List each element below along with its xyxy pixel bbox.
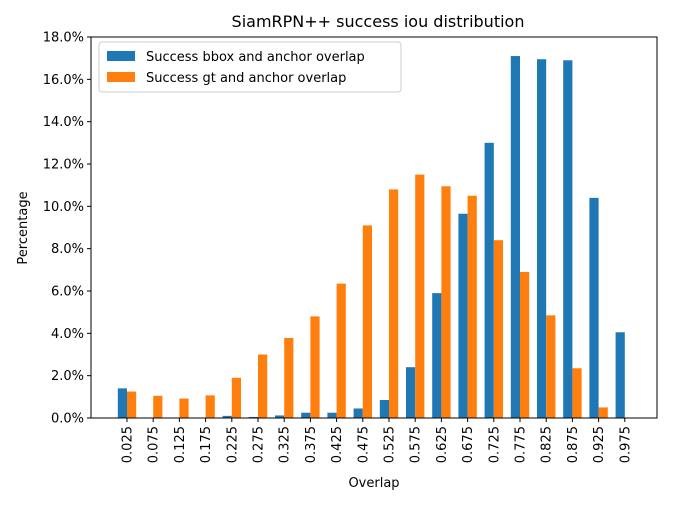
bar-series2-0.925 bbox=[598, 407, 608, 418]
bar-series2-0.325 bbox=[284, 337, 294, 418]
bar-series2-0.425 bbox=[336, 283, 346, 418]
x-tick-label: 0.225 bbox=[225, 426, 240, 463]
bar-series2-0.175 bbox=[205, 395, 215, 418]
legend-swatch-bbox bbox=[107, 51, 135, 61]
y-axis-label: Percentage bbox=[16, 191, 31, 264]
x-tick-label: 0.725 bbox=[487, 426, 502, 463]
bar-series2-0.825 bbox=[546, 315, 556, 418]
x-tick-label: 0.925 bbox=[592, 426, 607, 463]
x-tick-label: 0.875 bbox=[566, 426, 581, 463]
legend-swatch-gt bbox=[107, 72, 135, 82]
x-tick-label: 0.425 bbox=[330, 426, 345, 463]
x-axis-label: Overlap bbox=[348, 476, 399, 491]
bar-series2-0.025 bbox=[127, 391, 137, 418]
bar-series2-0.375 bbox=[310, 316, 320, 418]
chart-title: SiamRPN++ success iou distribution bbox=[232, 12, 525, 31]
bar-series1-0.575 bbox=[406, 367, 416, 418]
x-axis: 0.025 0.075 0.125 0.175 0.225 0.275 0.325 0.375… bbox=[121, 418, 633, 463]
y-tick-label: 2.0% bbox=[51, 369, 84, 384]
legend-box bbox=[98, 41, 402, 93]
y-tick-label: 18.0% bbox=[43, 31, 84, 46]
bar-series2-0.125 bbox=[179, 398, 189, 418]
bar-series2-0.725 bbox=[493, 240, 503, 418]
x-tick-label: 0.625 bbox=[435, 426, 450, 463]
x-tick-label: 0.825 bbox=[540, 426, 555, 463]
bar-series1-0.775 bbox=[510, 56, 520, 419]
x-tick-label: 0.975 bbox=[618, 426, 633, 463]
x-tick-label: 0.125 bbox=[173, 426, 188, 463]
y-tick-label: 14.0% bbox=[43, 115, 84, 130]
x-tick-label: 0.325 bbox=[278, 426, 293, 463]
x-tick-label: 0.575 bbox=[409, 426, 424, 463]
bar-series1-0.025 bbox=[117, 388, 127, 418]
bar-series1-0.925 bbox=[589, 197, 599, 418]
y-axis: 0.0% 2.0% 4.0% 6.0% 8.0% 10.0% 12.0% 14.0% 16.0%… bbox=[43, 31, 91, 427]
bar-series1-0.475 bbox=[353, 408, 363, 418]
x-tick-label: 0.175 bbox=[199, 426, 214, 463]
y-tick-label: 0.0% bbox=[51, 412, 84, 427]
x-tick-label: 0.075 bbox=[147, 426, 162, 463]
bar-series1-0.825 bbox=[537, 59, 547, 418]
bar-series1-0.675 bbox=[458, 213, 468, 418]
bar-series2-0.775 bbox=[520, 271, 530, 418]
plot-frame bbox=[90, 36, 658, 419]
bar-series2-0.625 bbox=[441, 186, 451, 418]
bar-series1-0.875 bbox=[563, 60, 573, 418]
bar-series2-0.225 bbox=[231, 377, 241, 418]
bar-series2-0.275 bbox=[258, 354, 268, 418]
x-tick-label: 0.475 bbox=[356, 426, 371, 463]
bar-series1-0.225 bbox=[222, 415, 232, 418]
x-tick-label: 0.375 bbox=[304, 426, 319, 463]
x-tick-label: 0.275 bbox=[252, 426, 267, 463]
y-tick-label: 10.0% bbox=[43, 200, 84, 215]
bar-series1-0.525 bbox=[379, 400, 389, 418]
bar-series2-0.675 bbox=[467, 195, 477, 418]
bar-series1-0.975 bbox=[615, 332, 625, 418]
bar-series1-0.425 bbox=[327, 412, 337, 418]
bar-series1-0.325 bbox=[275, 415, 285, 418]
x-tick-label: 0.025 bbox=[121, 426, 136, 463]
y-tick-label: 6.0% bbox=[51, 285, 84, 300]
bar-series1-0.725 bbox=[484, 142, 494, 418]
y-tick-label: 4.0% bbox=[51, 327, 84, 342]
bar-series1-0.375 bbox=[301, 412, 311, 418]
x-tick-label: 0.775 bbox=[514, 426, 529, 463]
bar-series1-0.625 bbox=[432, 293, 442, 418]
bar-series2-0.875 bbox=[572, 368, 582, 418]
bar-series1-0.275 bbox=[248, 416, 258, 418]
legend-label-gt: Success gt and anchor overlap bbox=[146, 71, 346, 86]
y-tick-label: 16.0% bbox=[43, 73, 84, 88]
bars-group bbox=[117, 56, 625, 419]
y-tick-label: 8.0% bbox=[51, 242, 84, 257]
legend-label-bbox: Success bbox and anchor overlap bbox=[146, 50, 365, 65]
bar-series2-0.525 bbox=[389, 189, 399, 418]
legend: Success bbox and anchor overlap Success … bbox=[98, 41, 402, 93]
bar-series2-0.075 bbox=[153, 395, 163, 418]
bar-series2-0.475 bbox=[362, 225, 372, 418]
x-tick-label: 0.675 bbox=[461, 426, 476, 463]
y-tick-label: 12.0% bbox=[43, 158, 84, 173]
bar-series2-0.575 bbox=[415, 174, 425, 418]
x-tick-label: 0.525 bbox=[383, 426, 398, 463]
